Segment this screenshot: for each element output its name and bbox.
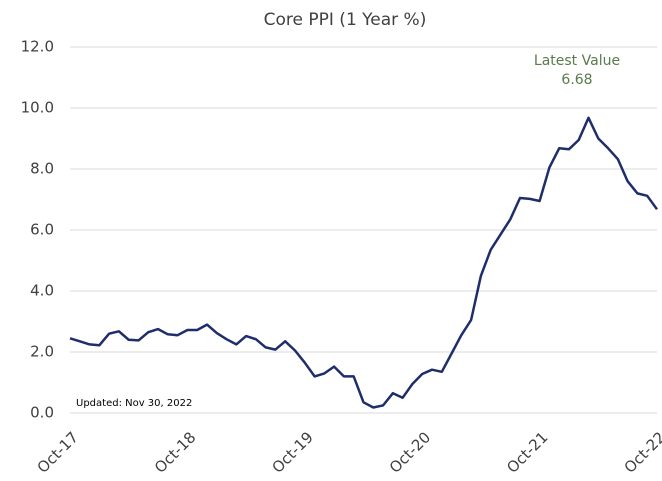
data-line <box>69 116 659 409</box>
y-tick-label: 6.0 <box>30 221 54 239</box>
y-tick-label: 12.0 <box>21 38 54 56</box>
annotation: 6.68 <box>561 72 592 88</box>
y-tick-label: 10.0 <box>21 99 54 117</box>
y-tick-label: 0.0 <box>30 404 54 422</box>
x-tick-label: Oct-20 <box>386 428 434 476</box>
x-tick-label: Oct-21 <box>503 428 551 476</box>
x-tick-label: Oct-19 <box>268 428 316 476</box>
y-tick-label: 2.0 <box>30 343 54 361</box>
x-tick-label: Oct-22 <box>621 428 662 476</box>
x-tick-label: Oct-18 <box>151 428 199 476</box>
x-tick-label: Oct-17 <box>34 428 82 476</box>
annotation: Updated: Nov 30, 2022 <box>76 398 192 409</box>
y-tick-label: 8.0 <box>30 160 54 178</box>
y-tick-label: 4.0 <box>30 282 54 300</box>
chart-title: Core PPI (1 Year %) <box>264 10 427 30</box>
annotation: Latest Value <box>534 53 620 69</box>
